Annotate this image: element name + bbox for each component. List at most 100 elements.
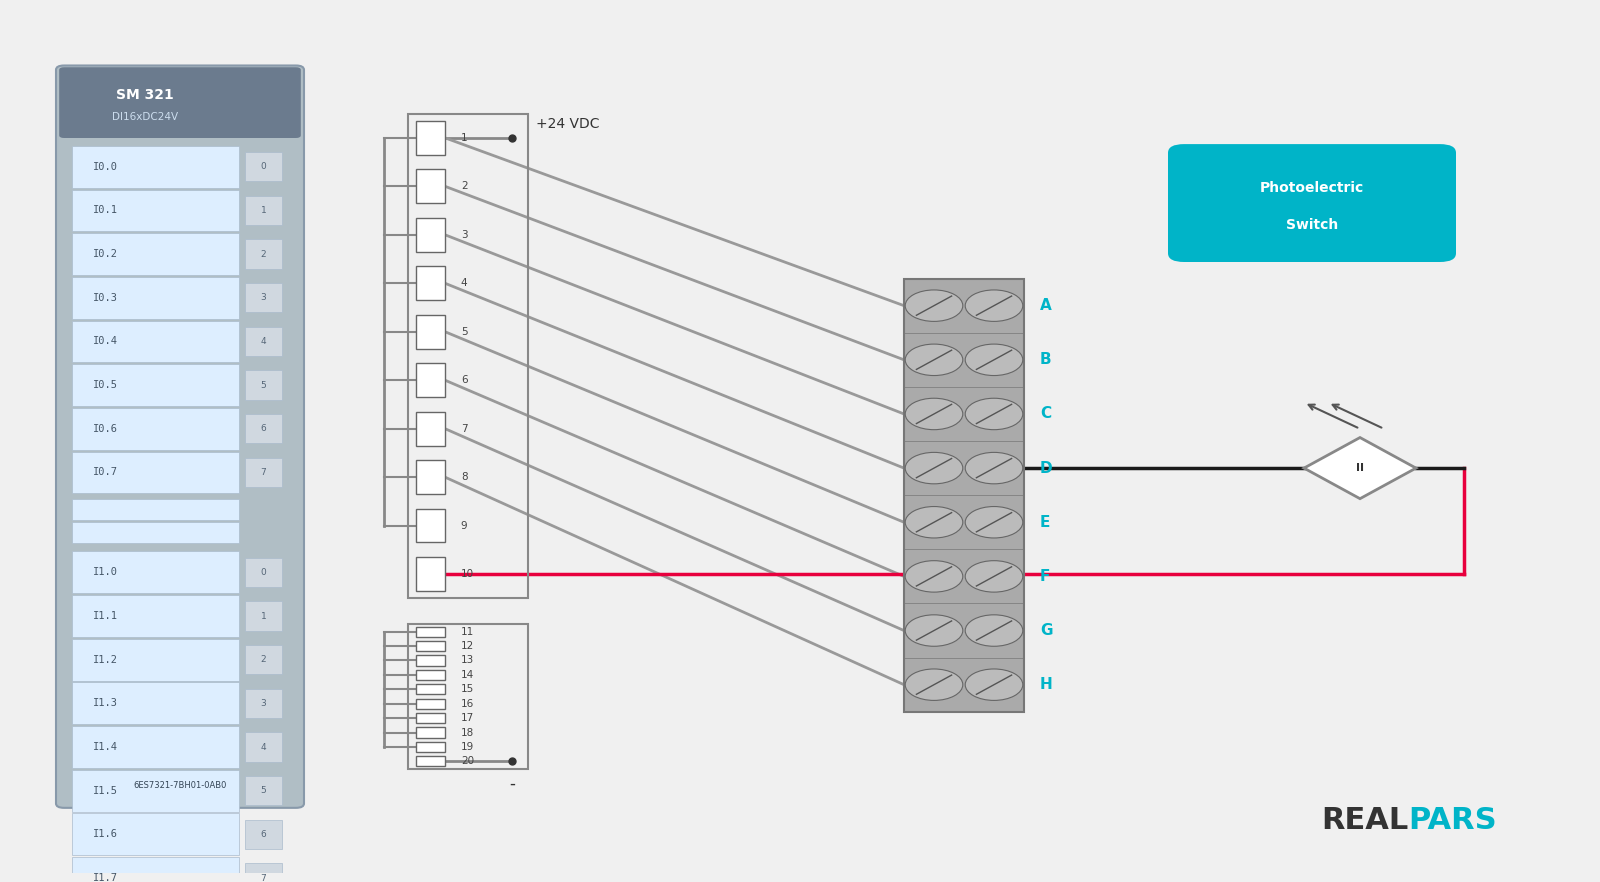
- Bar: [416, 363, 445, 397]
- Bar: [245, 689, 282, 718]
- Bar: [245, 458, 282, 487]
- Circle shape: [906, 344, 963, 376]
- Text: A: A: [1040, 298, 1051, 313]
- Circle shape: [906, 669, 963, 700]
- Text: I1.0: I1.0: [93, 567, 118, 578]
- Text: 7: 7: [461, 423, 467, 434]
- Text: H: H: [1040, 677, 1053, 692]
- Polygon shape: [1304, 437, 1416, 498]
- Text: I1.4: I1.4: [93, 742, 118, 752]
- Bar: [72, 683, 238, 724]
- Circle shape: [965, 561, 1022, 592]
- Bar: [72, 770, 238, 811]
- FancyBboxPatch shape: [1168, 144, 1456, 262]
- Circle shape: [965, 506, 1022, 538]
- Bar: [72, 233, 238, 275]
- Text: 10: 10: [461, 569, 474, 579]
- Text: 1: 1: [461, 133, 467, 143]
- Text: 2: 2: [261, 655, 266, 664]
- Bar: [416, 713, 445, 723]
- Circle shape: [965, 290, 1022, 321]
- Circle shape: [965, 452, 1022, 484]
- Text: II: II: [1357, 463, 1363, 473]
- Bar: [72, 277, 238, 318]
- Bar: [416, 684, 445, 694]
- Text: I1.6: I1.6: [93, 829, 118, 840]
- Bar: [416, 169, 445, 203]
- Text: I0.0: I0.0: [93, 161, 118, 172]
- Bar: [416, 756, 445, 766]
- Text: 6: 6: [261, 424, 266, 433]
- Text: 4: 4: [461, 278, 467, 288]
- Bar: [408, 114, 528, 598]
- Bar: [245, 819, 282, 849]
- Circle shape: [906, 506, 963, 538]
- FancyBboxPatch shape: [59, 67, 301, 138]
- Text: 18: 18: [461, 728, 474, 737]
- Circle shape: [965, 669, 1022, 700]
- Text: 5: 5: [461, 326, 467, 337]
- Bar: [72, 452, 238, 493]
- Circle shape: [906, 399, 963, 430]
- Text: 3: 3: [261, 294, 266, 303]
- Text: 1: 1: [261, 206, 266, 215]
- Text: I1.2: I1.2: [93, 654, 118, 665]
- Text: I1.7: I1.7: [93, 873, 118, 882]
- Text: 2: 2: [461, 181, 467, 191]
- Bar: [72, 146, 238, 188]
- Text: 13: 13: [461, 655, 474, 665]
- Bar: [72, 320, 238, 363]
- Bar: [416, 669, 445, 680]
- Bar: [245, 557, 282, 587]
- Text: 6ES7321-7BH01-0AB0: 6ES7321-7BH01-0AB0: [133, 781, 227, 790]
- Bar: [416, 460, 445, 494]
- Bar: [416, 699, 445, 709]
- Text: 5: 5: [261, 786, 266, 796]
- Text: SM 321: SM 321: [117, 87, 174, 101]
- Text: 2: 2: [261, 250, 266, 258]
- Text: 19: 19: [461, 742, 474, 752]
- Bar: [245, 152, 282, 182]
- Text: I1.3: I1.3: [93, 699, 118, 708]
- Bar: [416, 509, 445, 542]
- Bar: [72, 813, 238, 856]
- Text: I1.5: I1.5: [93, 786, 118, 796]
- Bar: [72, 190, 238, 231]
- Bar: [416, 557, 445, 591]
- Circle shape: [906, 290, 963, 321]
- Text: 16: 16: [461, 699, 474, 709]
- Text: -: -: [509, 774, 515, 792]
- Text: I0.4: I0.4: [93, 336, 118, 347]
- Bar: [72, 364, 238, 406]
- Bar: [72, 551, 238, 594]
- Text: DI16xDC24V: DI16xDC24V: [112, 112, 178, 122]
- Text: 7: 7: [261, 873, 266, 882]
- Text: I0.6: I0.6: [93, 424, 118, 434]
- Bar: [245, 327, 282, 356]
- Text: 14: 14: [461, 669, 474, 680]
- Text: I0.2: I0.2: [93, 249, 118, 259]
- Bar: [904, 279, 1024, 712]
- Text: Switch: Switch: [1286, 218, 1338, 232]
- Text: 8: 8: [461, 472, 467, 482]
- Bar: [416, 412, 445, 445]
- Bar: [416, 121, 445, 154]
- Circle shape: [965, 344, 1022, 376]
- Bar: [245, 732, 282, 762]
- Bar: [245, 602, 282, 631]
- Text: 15: 15: [461, 684, 474, 694]
- Bar: [72, 595, 238, 637]
- Bar: [245, 863, 282, 882]
- Circle shape: [906, 561, 963, 592]
- Bar: [72, 499, 238, 520]
- Bar: [245, 196, 282, 225]
- Text: REAL: REAL: [1320, 806, 1408, 835]
- Text: I0.1: I0.1: [93, 206, 118, 215]
- Bar: [416, 266, 445, 300]
- Text: I1.1: I1.1: [93, 611, 118, 621]
- FancyBboxPatch shape: [56, 65, 304, 808]
- Bar: [245, 415, 282, 444]
- Circle shape: [906, 452, 963, 484]
- Circle shape: [906, 615, 963, 647]
- Text: 17: 17: [461, 714, 474, 723]
